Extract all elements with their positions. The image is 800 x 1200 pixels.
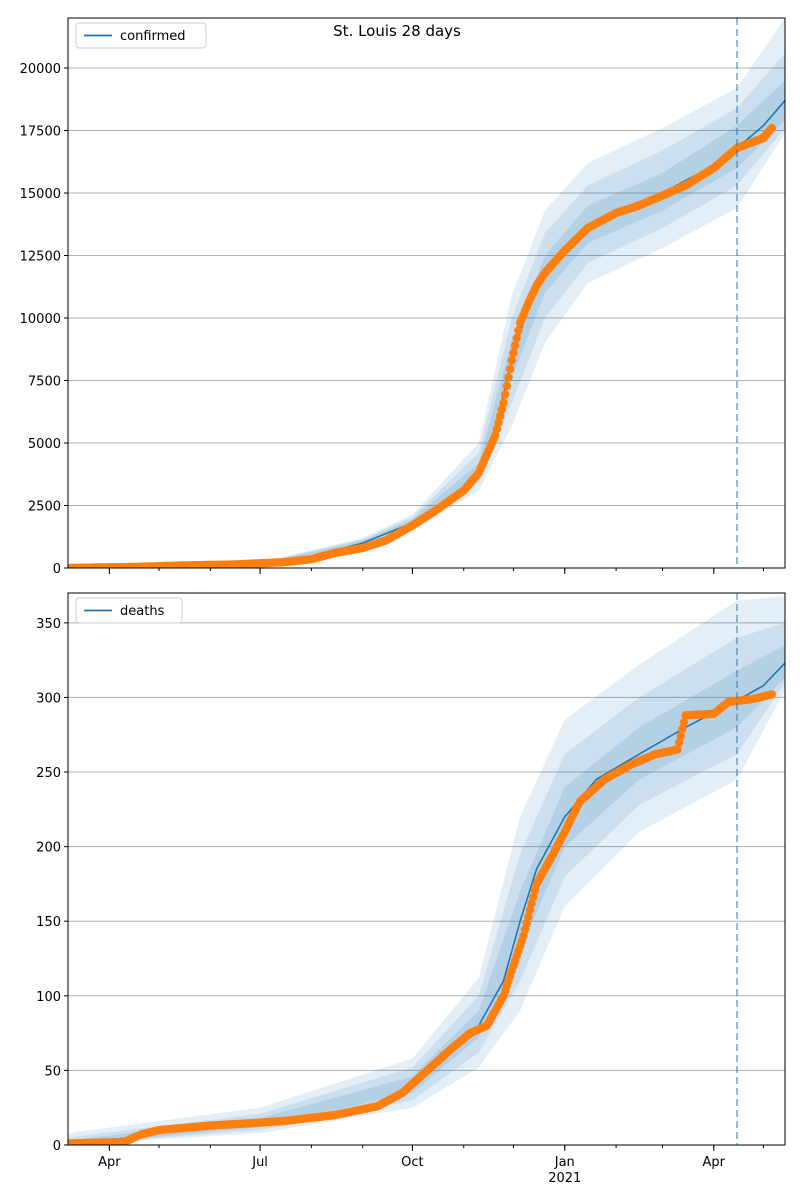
plot-area [68,18,785,568]
uncertainty-band-middle [68,622,785,1145]
observed-point [522,918,531,928]
axes-frame [67,17,786,569]
deaths-panel: 0 50 100 150 200 250 300 350 Apr Jul Oct Jan Apr 2021… [36,592,786,1186]
y-tick-label: 50 [44,1064,61,1079]
x-year-label: 2021 [548,1171,581,1186]
x-tick-label: Apr [98,1155,121,1170]
legend: deaths [75,597,183,624]
observed-point [491,431,500,440]
observed-point [504,373,513,382]
y-tick-label: 150 [36,915,61,930]
y-tick-label: 20000 [20,62,61,77]
figure-title: St. Louis 28 days [333,22,461,40]
observed-point [767,123,776,133]
observed-point [530,886,540,895]
uncertainty-band-outer [68,18,785,568]
legend-label: deaths [120,604,165,619]
y-tick-label: 5000 [28,437,61,452]
confirmed-panel: 0 2500 5000 7500 10000 12500 15000 17500 20000 co… [20,17,786,577]
observed-point [527,899,536,908]
uncertainty-band-middle [68,53,785,568]
legend: confirmed [75,22,207,49]
observed-point [529,892,538,902]
observed-point [501,390,510,399]
observed-point [497,405,506,414]
y-tick-label: 300 [36,691,61,706]
x-tick-label: Jan [554,1155,575,1170]
uncertainty-band-inner [68,80,785,568]
observed-point [494,418,503,427]
uncertainty-band-outer [68,596,785,1145]
plot-area [68,596,785,1145]
observed-point [520,925,530,934]
observed-point [674,738,684,747]
y-tick-label: 100 [36,990,61,1005]
observed-point [514,326,523,335]
observed-point [492,424,502,434]
y-tick-label: 0 [53,562,61,577]
observed-point [524,912,533,921]
y-tick-label: 200 [36,841,61,856]
observed-point [499,398,508,408]
observed-point [502,381,511,391]
y-tick-label: 12500 [20,250,61,265]
legend-box [75,597,183,624]
axes-frame [67,592,786,1146]
y-tick-label: 15000 [20,187,61,202]
observed-point [767,690,776,699]
y-tick-label: 0 [53,1139,61,1154]
observed-point [510,341,520,350]
observed-point [679,718,689,727]
observed-point [509,348,518,358]
legend-label: confirmed [120,29,186,44]
observed-point [673,745,682,754]
x-tick-label: Oct [401,1155,423,1170]
observed-point [505,364,515,374]
y-tick-label: 2500 [28,500,61,515]
legend-box [75,22,207,49]
x-tick-label: Jul [251,1155,268,1170]
y-tick-label: 17500 [20,125,61,140]
observed-point [507,356,516,365]
observed-point [525,905,535,915]
observed-point [519,931,528,941]
observed-point [512,333,521,343]
observed-point [678,724,687,734]
y-tick-label: 250 [36,766,61,781]
x-tick-label: Apr [703,1155,726,1170]
y-tick-label: 350 [36,617,61,632]
uncertainty-band-inner [68,645,785,1145]
y-tick-label: 10000 [20,312,61,327]
observed-point [496,411,505,421]
y-tick-label: 7500 [28,375,61,390]
observed-point [676,731,685,741]
